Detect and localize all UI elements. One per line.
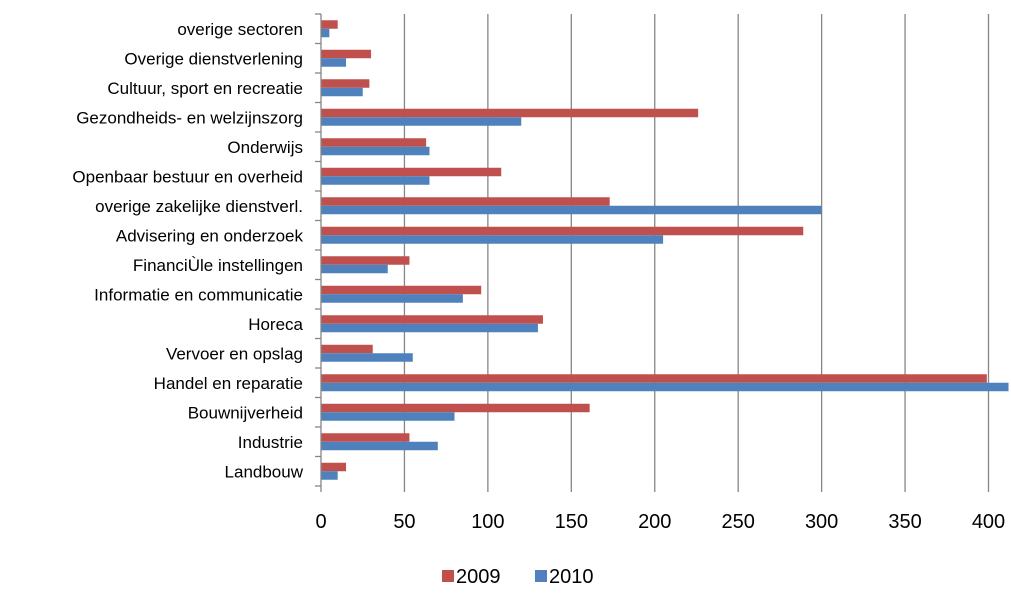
x-tick-label: 400 [972, 511, 1005, 533]
bar-2009 [321, 315, 543, 324]
bar-2010 [321, 28, 330, 38]
category-label: Gezondheids- en welzijnszorg [76, 108, 303, 127]
legend-label-2010: 2010 [549, 566, 594, 588]
bar-2010 [321, 382, 1009, 392]
x-tick-label: 200 [638, 511, 671, 533]
legend-swatch-2009 [442, 570, 454, 582]
bar-2010 [321, 412, 455, 421]
bar-2009 [321, 108, 699, 118]
axes [315, 13, 990, 492]
bar-2009 [321, 433, 410, 442]
bar-2010 [321, 353, 413, 362]
category-label: Industrie [238, 433, 303, 452]
x-tick-label: 250 [722, 511, 755, 533]
category-label: Vervoer en opslag [166, 344, 303, 363]
category-label: Informatie en communicatie [94, 285, 303, 304]
x-tick-label: 300 [805, 511, 838, 533]
bar-2010 [321, 58, 347, 67]
bar-2009 [321, 462, 347, 472]
category-labels: overige sectoren Overige dienstverlening C… [72, 20, 303, 482]
category-label: Advisering en onderzoek [116, 226, 304, 245]
category-label: Openbaar bestuur en overheid [72, 167, 303, 186]
bar-2009 [321, 344, 373, 354]
category-label: Overige dienstverlening [124, 49, 303, 68]
bar-2010 [321, 471, 338, 480]
bar-2009 [321, 256, 410, 265]
bar-2010 [321, 441, 438, 451]
x-tick-label: 0 [315, 511, 326, 533]
bar-2010 [321, 294, 463, 303]
bar-2009 [321, 403, 590, 413]
category-label: Onderwijs [227, 138, 303, 157]
category-label: overige zakelijke dienstverl. [95, 197, 303, 216]
category-label: FinanciÙle instellingen [133, 256, 303, 275]
category-label: Horeca [248, 315, 303, 334]
bar-2010 [321, 235, 664, 244]
bar-2009 [321, 20, 338, 29]
bar-2009 [321, 138, 427, 147]
bar-2010 [321, 117, 522, 126]
x-tick-label: 150 [555, 511, 588, 533]
category-label: Bouwnijverheid [188, 403, 303, 422]
x-tick-label: 350 [888, 511, 921, 533]
legend-swatch-2010 [535, 570, 547, 582]
legend: 2009 2010 [442, 566, 594, 588]
bar-2009 [321, 374, 987, 383]
x-tick-label: 100 [471, 511, 504, 533]
bar-2010 [321, 264, 388, 274]
bars [321, 20, 1009, 480]
bar-2010 [321, 146, 430, 156]
bar-2010 [321, 205, 822, 215]
x-tick-labels: 0 50 100 150 200 250 300 350 400 [315, 511, 1005, 533]
bar-2009 [321, 285, 482, 295]
bar-2009 [321, 167, 502, 177]
bar-2010 [321, 323, 538, 333]
x-tick-label: 50 [393, 511, 415, 533]
legend-label-2009: 2009 [456, 566, 501, 588]
gridlines [403, 14, 990, 486]
category-label: Handel en reparatie [154, 374, 303, 393]
bar-2010 [321, 176, 430, 185]
category-label: Landbouw [225, 462, 304, 481]
category-label: Cultuur, sport en recreatie [107, 79, 303, 98]
bar-2009 [321, 197, 610, 206]
bar-2010 [321, 87, 363, 97]
category-label: overige sectoren [177, 20, 303, 39]
bar-2009 [321, 226, 804, 236]
bar-2009 [321, 49, 372, 59]
bar-2009 [321, 79, 370, 88]
